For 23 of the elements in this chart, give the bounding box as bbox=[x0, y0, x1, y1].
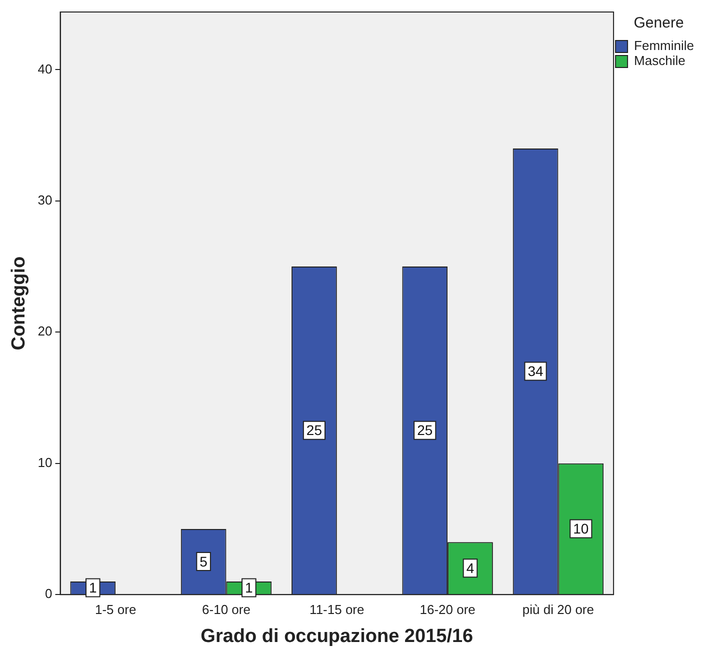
data-label: 34 bbox=[528, 363, 544, 380]
y-tick-label: 10 bbox=[38, 454, 52, 470]
data-label: 25 bbox=[306, 422, 322, 438]
x-tick-label: 16-20 ore bbox=[420, 602, 476, 617]
x-axis-title: Grado di occupazione 2015/16 bbox=[200, 626, 474, 647]
data-label: 4 bbox=[466, 560, 474, 576]
x-tick-label: 1-5 ore bbox=[94, 602, 136, 617]
x-tick-label: 11-15 ore bbox=[310, 602, 364, 617]
data-label: 1 bbox=[245, 580, 254, 596]
x-tick-label: più di 20 ore bbox=[522, 602, 594, 617]
legend-label: Maschile bbox=[634, 53, 686, 68]
x-tick-label: 6-10 ore bbox=[202, 602, 250, 617]
data-label: 1 bbox=[89, 580, 98, 596]
data-label: 10 bbox=[573, 520, 589, 537]
legend-title: Genere bbox=[634, 14, 684, 32]
y-tick-label: 0 bbox=[45, 586, 52, 602]
data-label: 5 bbox=[200, 553, 208, 570]
y-tick-label: 30 bbox=[38, 192, 52, 208]
legend-label: Femminile bbox=[634, 38, 694, 54]
y-axis-title: Conteggio bbox=[8, 256, 30, 350]
y-tick-label: 40 bbox=[38, 61, 52, 76]
y-tick-label: 20 bbox=[38, 324, 52, 339]
data-label: 25 bbox=[417, 422, 433, 438]
